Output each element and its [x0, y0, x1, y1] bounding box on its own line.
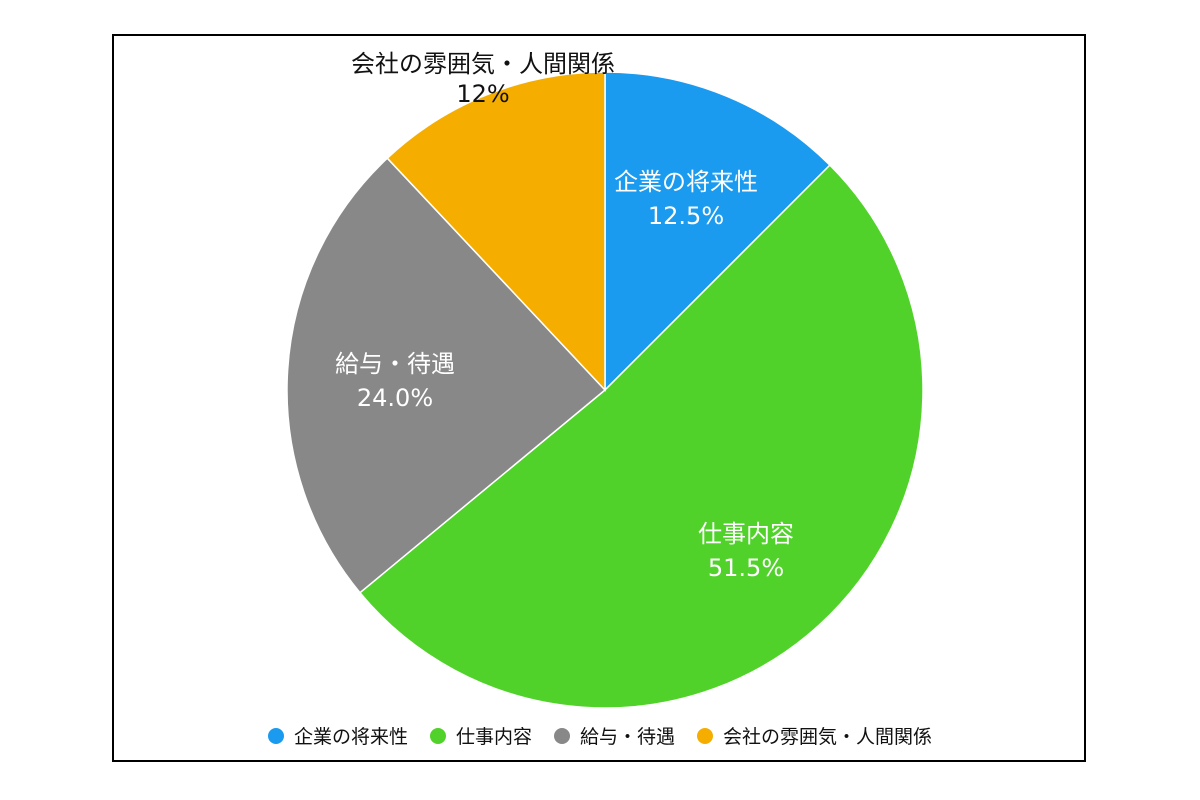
slice-category-label: 仕事内容	[698, 520, 794, 548]
pie-slice-1	[604, 71, 831, 392]
slice-category-label: 企業の将来性	[614, 168, 758, 196]
chart-legend: 企業の将来性 仕事内容 給与・待遇 会社の雰囲気・人間関係	[0, 722, 1200, 749]
slice-value-label: 24.0%	[357, 384, 433, 412]
slice-value-label: 12.5%	[648, 202, 724, 230]
legend-label: 給与・待遇	[580, 726, 676, 748]
legend-item: 給与・待遇	[554, 722, 675, 749]
legend-swatch-icon	[429, 727, 446, 744]
slice-value-label: 51.5%	[708, 554, 784, 582]
legend-label: 企業の将来性	[293, 726, 408, 748]
legend-swatch-icon	[697, 727, 714, 744]
pie-slices	[286, 71, 924, 709]
legend-item: 仕事内容	[429, 722, 532, 749]
legend-swatch-icon	[267, 727, 284, 744]
legend-item: 会社の雰囲気・人間関係	[697, 722, 932, 749]
pie-slice-2	[358, 164, 924, 709]
pie-slice-4	[386, 71, 606, 392]
legend-label: 会社の雰囲気・人間関係	[723, 726, 933, 748]
legend-swatch-icon	[554, 727, 570, 744]
slice-value-label: 12%	[456, 80, 509, 108]
legend-label: 仕事内容	[455, 726, 532, 748]
pie-slice-3	[286, 157, 607, 594]
legend-item: 企業の将来性	[267, 722, 408, 749]
slice-category-label: 給与・待遇	[335, 350, 455, 378]
slice-category-label: 会社の雰囲気・人間関係	[351, 50, 615, 78]
pie-labels: 企業の将来性 12.5% 仕事内容 51.5% 給与・待遇 24.0% 会社の雰囲気・人間関…	[335, 50, 794, 582]
